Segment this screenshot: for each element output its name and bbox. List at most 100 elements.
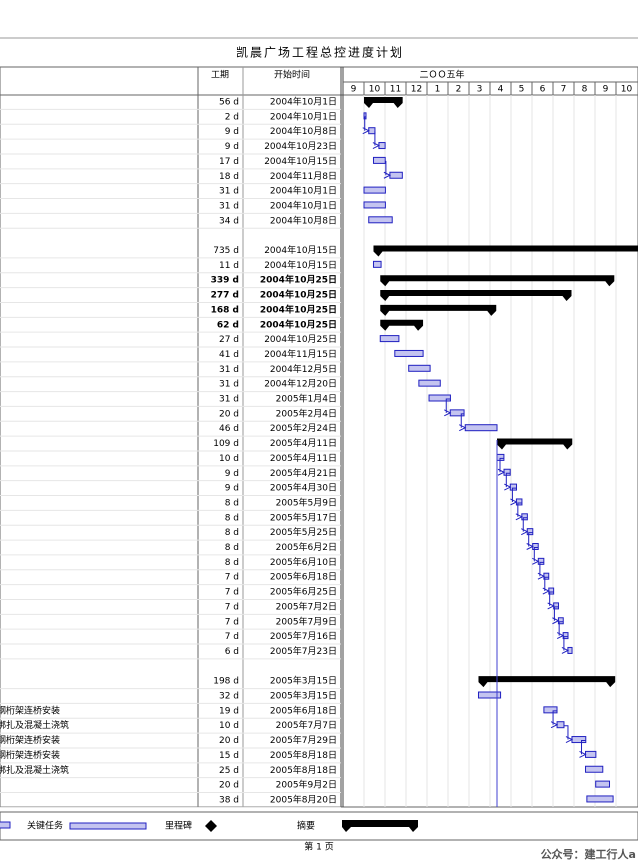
task-bar [585,765,604,773]
duration: 277 d [211,291,239,301]
duration: 6 d [225,647,239,657]
summary-bar [478,676,616,688]
start-date: 2004年10月25日 [260,274,337,286]
task-bar [543,706,558,714]
col-header: 开始时间 [274,69,310,81]
duration: 8 d [225,558,239,568]
legend-swatch [69,822,147,830]
duration: 19 d [219,706,239,716]
start-date: 2005年5月9日 [276,496,337,508]
start-date: 2004年11月15日 [264,348,337,360]
duration: 8 d [225,513,239,523]
dependency [526,532,534,550]
duration: 20 d [219,781,239,791]
task-bar [595,780,611,788]
start-date: 2005年8月20日 [270,793,337,805]
start-date: 2004年10月25日 [260,289,337,301]
dependency [362,116,370,135]
dependency [459,413,467,432]
start-date: 2005年5月17日 [270,511,337,523]
month-label: 3 [477,85,483,95]
duration: 11 d [219,261,239,271]
dependency [579,740,587,758]
month-label: 8 [582,85,588,95]
dependency [372,131,381,149]
start-date: 2004年10月25日 [264,333,337,345]
task-bar [363,201,386,209]
task-name: 绑扎及混凝土浇筑 [0,764,69,776]
dependency [561,636,570,654]
month-label: 10 [369,85,381,95]
start-date: 2005年7月29日 [270,734,337,746]
task-bar [449,409,465,417]
duration: 9 d [225,142,239,152]
task-bar [372,260,382,268]
duration: 62 d [217,320,239,330]
duration: 7 d [225,573,239,583]
month-label: 1 [435,85,441,95]
start-date: 2004年10月15日 [264,259,337,271]
start-date: 2005年7月23日 [270,645,337,657]
dependency [383,160,392,179]
task-bar [477,691,502,699]
duration: 31 d [219,187,239,197]
task-bar [379,335,400,343]
legend-label: 里程碑 [165,820,192,832]
summary-bar [380,319,424,331]
duration: 25 d [219,766,239,776]
start-date: 2005年7月9日 [276,615,337,627]
legend-swatch [0,821,11,829]
duration: 8 d [225,498,239,508]
start-date: 2005年8月18日 [270,764,337,776]
dependency [563,725,574,743]
duration: 9 d [225,127,239,137]
summary-bar [380,304,497,316]
duration: 735 d [213,246,239,256]
duration: 31 d [219,201,239,211]
duration: 7 d [225,602,239,612]
duration: 10 d [219,454,239,464]
title: 凯晨广场工程总控进度计划 [236,45,404,60]
task-bar [418,379,441,387]
duration: 17 d [219,157,239,167]
task-bar [571,736,587,744]
dependency [550,710,559,729]
task-name: 钢桁架连桥安装 [0,734,60,746]
month-label: 12 [411,85,422,95]
month-label: 9 [351,85,357,95]
dependency [497,457,506,476]
start-date: 2005年6月2日 [276,541,337,553]
dependency [542,576,550,595]
duration: 46 d [219,424,239,434]
duration: 339 d [211,276,239,286]
month-label: 9 [603,85,609,95]
start-date: 2005年6月18日 [270,704,337,716]
task-bar [585,750,597,758]
duration: 8 d [225,528,239,538]
start-date: 2005年2月4日 [276,407,337,419]
duration: 18 d [219,172,239,182]
duration: 34 d [219,216,239,226]
duration: 168 d [211,305,239,315]
start-date: 2004年10月15日 [264,244,337,256]
dependency [510,487,518,506]
col-header: 工期 [211,70,229,81]
start-date: 2005年7月16日 [270,630,337,642]
start-date: 2005年9月2日 [276,779,337,791]
start-date: 2004年10月15日 [264,155,337,167]
task-name: 钢桁架连桥安装 [0,704,60,716]
task-bar [372,156,386,164]
dependency [444,398,452,417]
legend-label: 关键任务 [27,820,63,832]
month-label: 2 [456,85,462,95]
dependency [532,547,540,565]
start-date: 2004年10月1日 [270,110,337,122]
legend-label: 摘要 [297,820,315,832]
month-label: 10 [621,85,633,95]
month-label: 7 [561,85,567,95]
summary-bar [364,97,403,108]
month-label: 5 [519,85,525,95]
legend-frame [0,811,638,841]
start-date: 2005年4月30日 [270,482,337,494]
